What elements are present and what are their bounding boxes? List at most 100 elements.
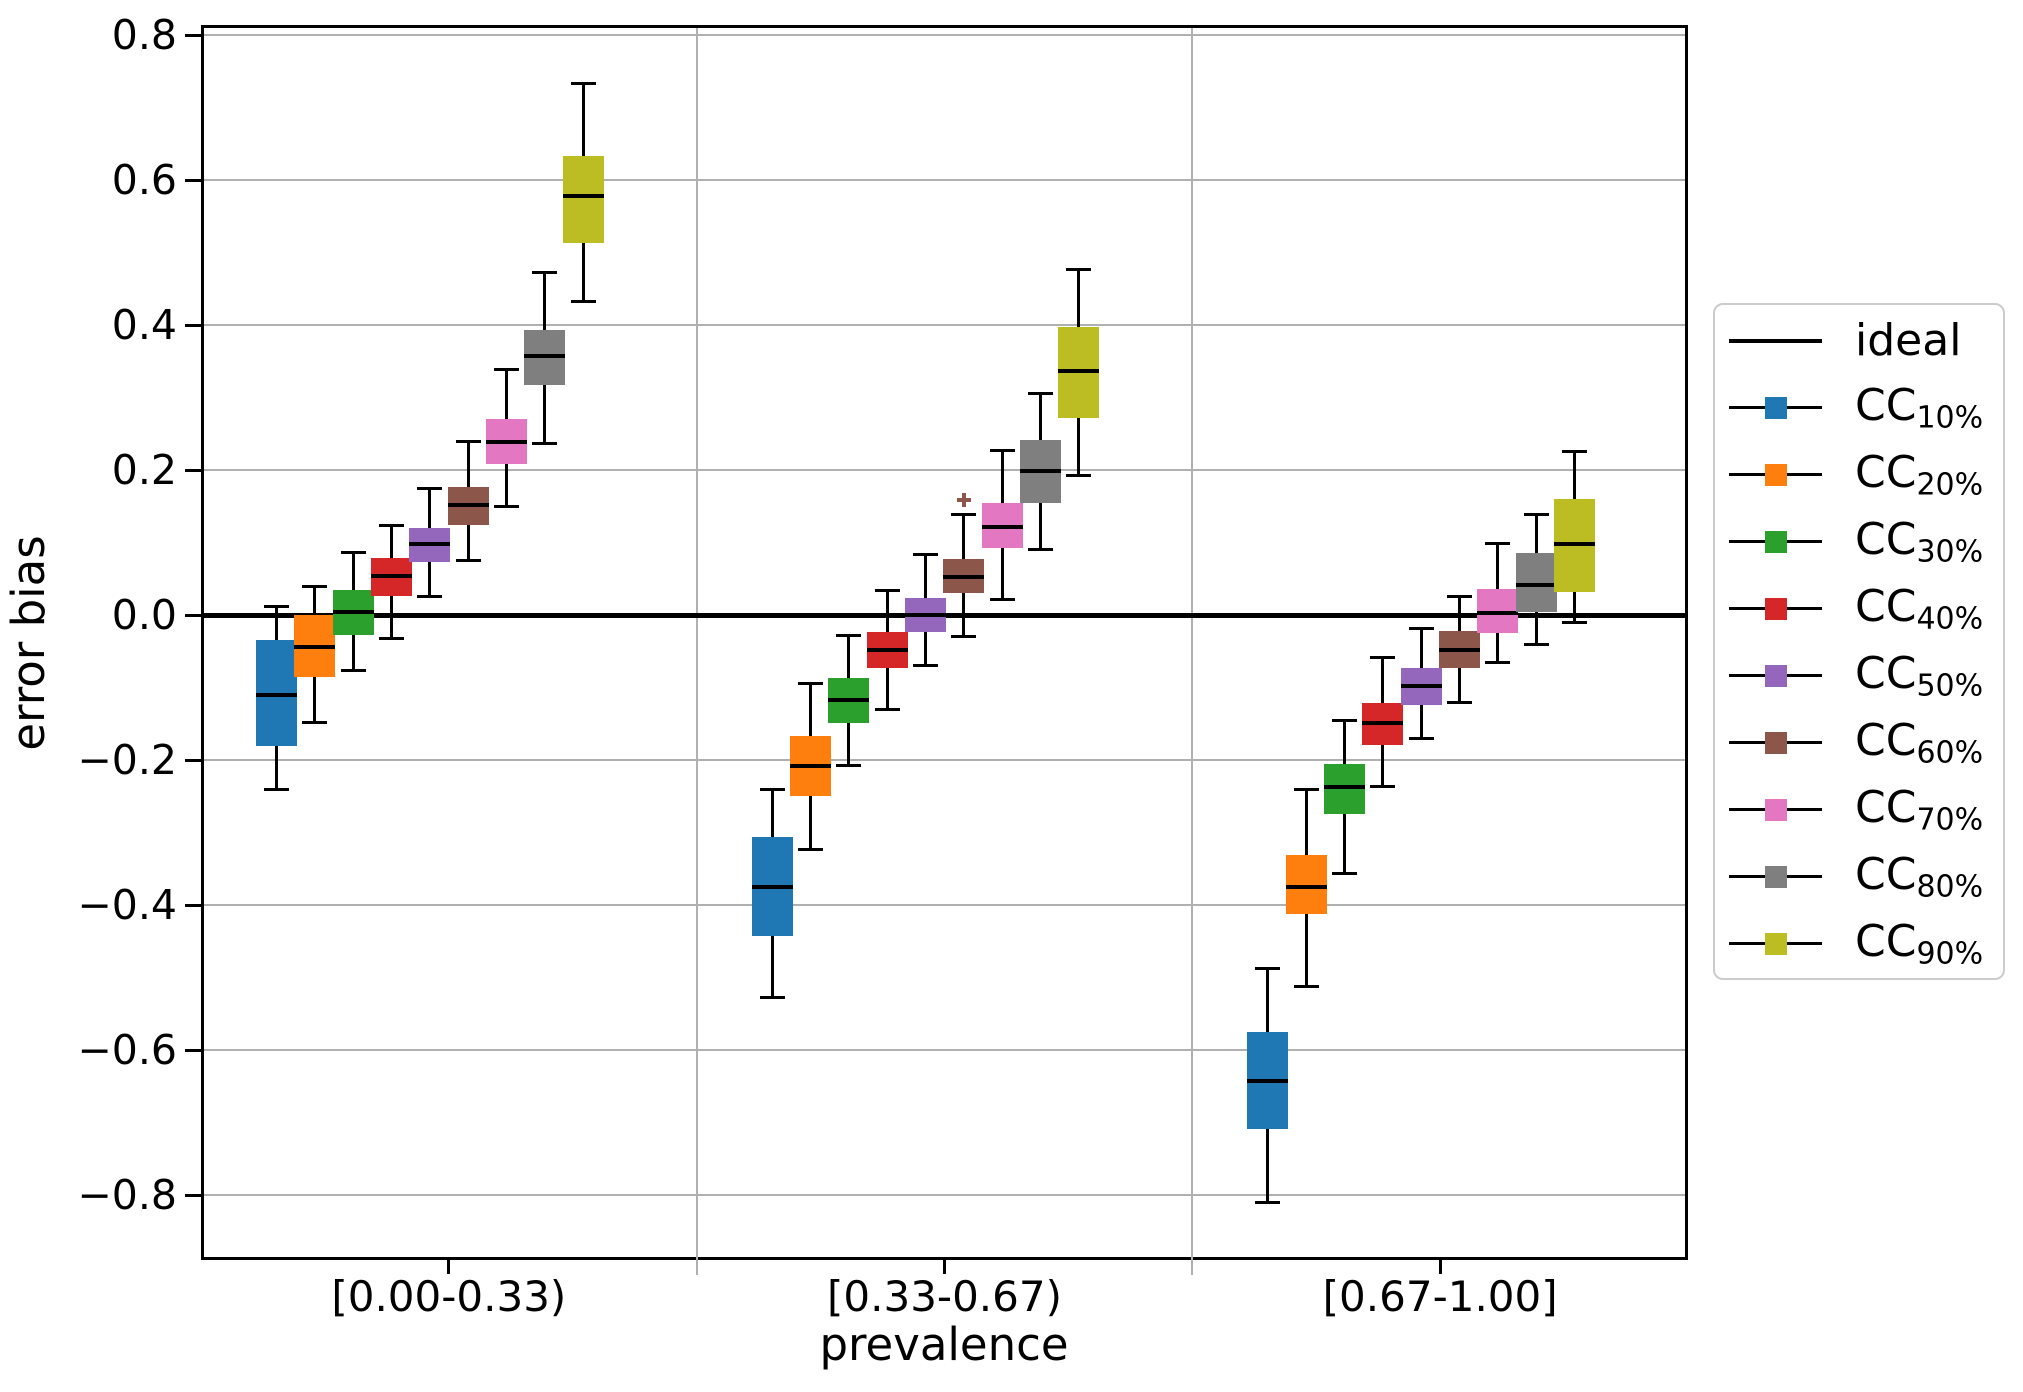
- box-marker-icon: [1729, 857, 1822, 897]
- boxplot-median: [1477, 610, 1519, 615]
- whisker-lower: [466, 525, 470, 561]
- legend-label: CC50%: [1855, 647, 1984, 704]
- whisker-cap-upper: [379, 523, 405, 527]
- whisker-cap-upper: [759, 787, 785, 791]
- boxplot-median: [1438, 647, 1480, 652]
- whisker-cap-lower: [455, 559, 481, 563]
- whisker-cap-lower: [913, 663, 938, 667]
- h-gridline: [204, 469, 1685, 471]
- legend-sample-marker: [1764, 664, 1787, 687]
- box-marker-icon: [1729, 790, 1822, 830]
- whisker-lower: [351, 635, 355, 671]
- whisker-lower: [924, 631, 927, 666]
- whisker-cap-upper: [493, 367, 519, 371]
- boxplot-median: [409, 541, 451, 546]
- whisker-upper: [1343, 720, 1347, 765]
- whisker-cap-lower: [1370, 785, 1396, 789]
- whisker-upper: [390, 525, 394, 558]
- whisker-cap-lower: [1255, 1201, 1281, 1205]
- legend: ideal CC10% CC20% CC30% CC40% CC50% CC60% CC70%…: [1713, 303, 2005, 980]
- boxplot-median: [1515, 582, 1557, 587]
- whisker-cap-upper: [417, 486, 443, 490]
- boxplot-median: [905, 613, 946, 617]
- flier-marker: [961, 493, 966, 508]
- whisker-cap-lower: [1027, 547, 1053, 551]
- h-gridline: [204, 179, 1685, 181]
- whisker-upper: [1419, 628, 1423, 668]
- legend-entry: CC50%: [1729, 642, 2003, 709]
- h-gridline: [204, 1049, 1685, 1051]
- whisker-cap-upper: [1027, 392, 1053, 396]
- boxplot-median: [485, 439, 527, 444]
- whisker-lower: [1343, 813, 1347, 874]
- y-tick-label: −0.2: [77, 736, 177, 784]
- whisker-lower: [1266, 1129, 1270, 1203]
- h-gridline: [204, 1194, 1685, 1196]
- whisker-cap-lower: [1066, 473, 1092, 477]
- y-tick-label: 0.0: [111, 591, 177, 639]
- whisker-cap-lower: [1446, 700, 1472, 704]
- whisker-upper: [1572, 451, 1576, 499]
- y-tick-mark: [185, 468, 201, 472]
- boxplot-median: [524, 354, 566, 359]
- whisker-lower: [962, 593, 966, 637]
- whisker-lower: [885, 667, 889, 710]
- box-marker-icon: [1729, 455, 1822, 495]
- boxplot-median: [1400, 684, 1442, 689]
- whisker-upper: [1077, 269, 1081, 328]
- whisker-cap-upper: [455, 439, 481, 443]
- legend-label: CC70%: [1855, 781, 1984, 838]
- whisker-cap-upper: [989, 448, 1015, 452]
- whisker-cap-lower: [302, 720, 328, 724]
- whisker-cap-upper: [951, 513, 977, 517]
- y-tick-label: 0.2: [111, 446, 177, 494]
- y-tick-mark: [185, 1048, 201, 1052]
- whisker-lower: [543, 385, 547, 444]
- whisker-lower: [1496, 633, 1500, 663]
- whisker-cap-lower: [1408, 736, 1434, 740]
- legend-sample-marker: [1764, 463, 1787, 486]
- whisker-cap-lower: [1293, 985, 1319, 989]
- box-marker-icon: [1729, 589, 1822, 629]
- whisker-lower: [581, 243, 585, 302]
- whisker-cap-lower: [417, 595, 443, 599]
- whisker-cap-upper: [302, 585, 328, 589]
- y-tick-mark: [185, 613, 201, 617]
- whisker-cap-lower: [379, 636, 405, 640]
- legend-entry: CC60%: [1729, 709, 2003, 776]
- whisker-upper: [809, 683, 813, 737]
- boxplot-median: [1324, 784, 1366, 789]
- whisker-upper: [1534, 514, 1538, 554]
- box-marker-icon: [1729, 723, 1822, 763]
- boxplot-box: [1285, 854, 1327, 914]
- whisker-upper: [351, 552, 355, 591]
- legend-sample-line: [1729, 338, 1822, 343]
- whisker-lower: [770, 936, 774, 998]
- whisker-cap-upper: [1446, 594, 1472, 598]
- whisker-cap-upper: [1332, 718, 1358, 722]
- whisker-lower: [1457, 667, 1461, 702]
- y-tick-label: 0.6: [111, 156, 177, 204]
- boxplot-median: [447, 502, 489, 507]
- boxplot-median: [1019, 469, 1061, 474]
- legend-label: ideal: [1855, 315, 1962, 366]
- panel-separator: [1191, 28, 1194, 1275]
- whisker-cap-lower: [1485, 661, 1511, 665]
- y-tick-mark: [185, 1193, 201, 1197]
- legend-label: CC90%: [1855, 915, 1984, 972]
- legend-label: CC80%: [1855, 848, 1984, 905]
- whisker-cap-lower: [798, 848, 824, 852]
- box-marker-icon: [1729, 656, 1822, 696]
- boxplot-median: [371, 573, 413, 578]
- y-tick-mark: [185, 903, 201, 907]
- whisker-cap-lower: [340, 668, 366, 672]
- legend-label: CC10%: [1855, 379, 1984, 436]
- whisker-lower: [504, 464, 508, 507]
- whisker-upper: [847, 635, 851, 679]
- whisker-upper: [275, 606, 279, 640]
- whisker-lower: [1534, 612, 1538, 644]
- whisker-upper: [1038, 393, 1042, 441]
- y-tick-mark: [185, 33, 201, 37]
- whisker-lower: [313, 677, 317, 723]
- x-tick-label: [0.33-0.67): [827, 1272, 1062, 1321]
